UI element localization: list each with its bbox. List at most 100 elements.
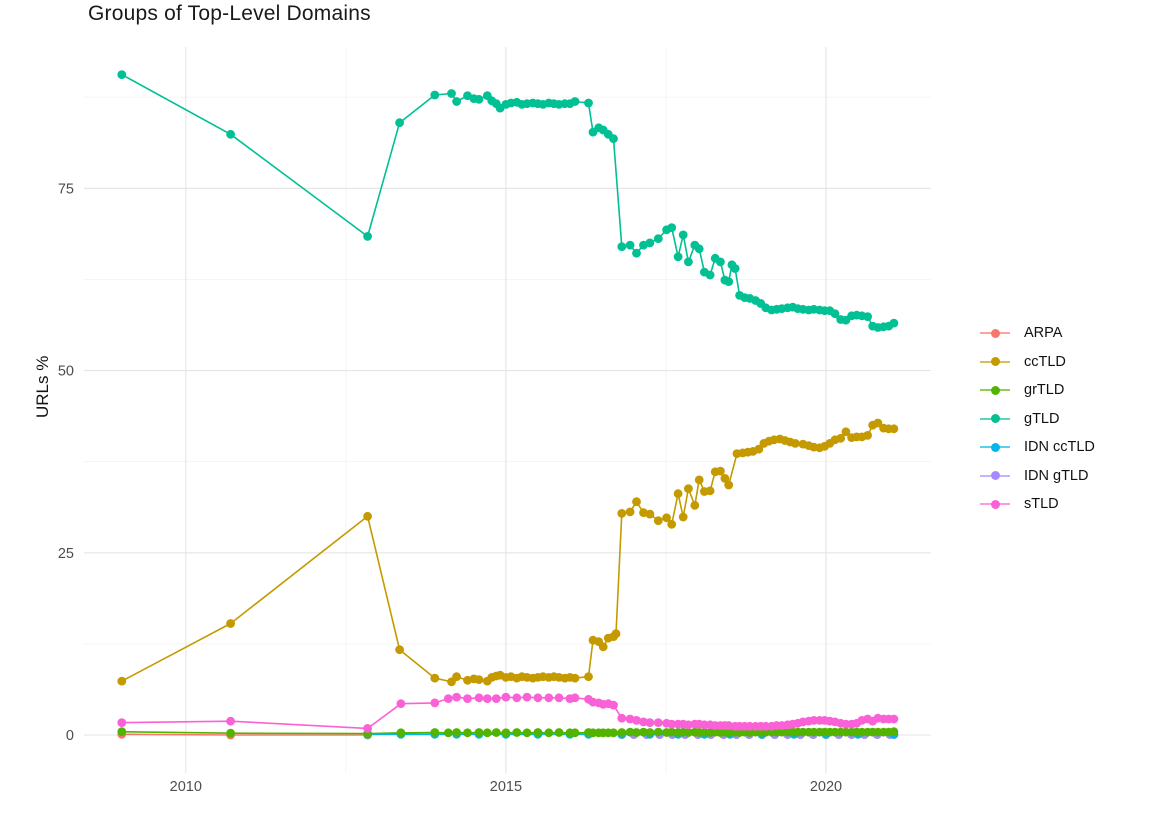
data-point-grtld: [544, 728, 554, 738]
data-point-cctld: [662, 513, 671, 523]
data-point-cctld: [678, 512, 688, 522]
legend-label: grTLD: [1024, 382, 1065, 399]
data-point-gtld: [430, 90, 440, 100]
legend-label: ccTLD: [1024, 353, 1066, 370]
data-point-gtld: [447, 89, 456, 98]
series-line-arpa: [121, 733, 368, 736]
data-point-cctld: [645, 509, 655, 519]
legend-key-icon: [980, 414, 1010, 424]
data-point-cctld: [452, 672, 461, 682]
data-point-gtld: [667, 223, 677, 233]
legend-item-idn-gtld: IDN gTLD: [980, 462, 1095, 491]
data-point-stld: [482, 694, 492, 703]
legend-key-icon: [980, 499, 1010, 509]
data-point-gtld: [705, 270, 715, 280]
data-point-gtld: [694, 244, 704, 254]
legend-label: gTLD: [1024, 410, 1060, 427]
series-gtld: [117, 70, 899, 332]
y-tick-label: 25: [58, 546, 74, 562]
data-point-cctld: [570, 673, 580, 683]
data-point-cctld: [653, 516, 663, 526]
series-line-gtld: [121, 73, 895, 329]
data-point-cctld: [873, 418, 883, 428]
data-point-grtld: [625, 727, 635, 737]
data-point-gtld: [830, 309, 840, 319]
legend-key-icon: [980, 328, 1010, 338]
data-point-stld: [667, 719, 677, 729]
legend-key-icon: [980, 385, 1010, 395]
data-point-grtld: [639, 727, 648, 737]
data-point-grtld: [452, 728, 461, 737]
legend-item-grtld: grTLD: [980, 376, 1095, 405]
data-point-stld: [609, 700, 618, 710]
legend: ARPA ccTLD grTLD gTLD IDN ccTLD IDN gTLD sTLD: [980, 319, 1095, 519]
data-point-gtld: [570, 97, 580, 106]
data-point-grtld: [645, 728, 655, 737]
data-point-stld: [474, 693, 484, 703]
legend-item-stld: sTLD: [980, 490, 1095, 519]
legend-key-dot: [990, 442, 1000, 452]
data-point-grtld: [667, 727, 677, 737]
data-point-stld: [396, 699, 406, 709]
series-arpa: [117, 729, 372, 740]
y-axis-title: URLs %: [33, 355, 53, 418]
data-point-grtld: [617, 728, 627, 737]
data-point-stld: [554, 693, 564, 703]
data-point-gtld: [645, 238, 655, 248]
data-point-gtld: [226, 129, 236, 139]
data-point-gtld: [684, 257, 693, 267]
legend-item-gtld: gTLD: [980, 405, 1095, 434]
y-tick-label: 50: [58, 364, 74, 380]
y-tick-label: 0: [66, 728, 74, 744]
data-point-cctld: [684, 484, 693, 493]
legend-label: IDN gTLD: [1024, 467, 1089, 484]
data-point-grtld: [491, 728, 501, 737]
data-point-grtld: [443, 728, 453, 738]
data-point-gtld: [632, 248, 641, 258]
data-point-cctld: [863, 431, 872, 440]
data-point-stld: [724, 721, 734, 730]
data-point-gtld: [474, 94, 484, 104]
data-point-grtld: [533, 728, 543, 737]
data-point-gtld: [395, 118, 404, 128]
legend-key-dot: [990, 499, 1000, 509]
legend-key-dot: [990, 471, 1000, 481]
data-point-gtld: [863, 312, 872, 321]
legend-item-arpa: ARPA: [980, 319, 1095, 348]
data-point-grtld: [501, 728, 511, 738]
data-point-stld: [653, 718, 663, 727]
legend-label: IDN ccTLD: [1024, 439, 1095, 456]
y-tick-label: 75: [58, 181, 74, 197]
data-point-stld: [463, 694, 472, 703]
data-point-grtld: [684, 728, 693, 737]
data-point-stld: [443, 694, 453, 703]
data-point-stld: [617, 713, 627, 723]
data-point-cctld: [117, 676, 127, 686]
legend-key-icon: [980, 357, 1010, 367]
data-point-stld: [684, 720, 693, 730]
data-point-cctld: [363, 511, 372, 521]
data-point-cctld: [226, 619, 236, 628]
data-point-grtld: [609, 728, 618, 738]
data-point-cctld: [889, 424, 899, 434]
x-tick-label: 2015: [490, 779, 522, 795]
data-point-grtld: [522, 728, 532, 738]
chart-title: Groups of Top-Level Domains: [88, 2, 371, 25]
data-point-stld: [639, 717, 648, 727]
legend-label: ARPA: [1024, 325, 1063, 342]
data-point-gtld: [730, 264, 740, 273]
series-stld: [117, 692, 899, 733]
data-point-stld: [430, 698, 440, 708]
data-point-stld: [632, 716, 641, 725]
gridlines: [84, 47, 931, 773]
data-point-grtld: [226, 728, 236, 738]
data-point-gtld: [724, 277, 734, 286]
data-point-cctld: [395, 645, 404, 655]
legend-key-dot: [990, 357, 1000, 367]
data-point-gtld: [117, 70, 127, 79]
data-point-gtld: [452, 97, 461, 106]
data-point-gtld: [716, 257, 725, 267]
series-cctld: [117, 418, 899, 687]
data-point-stld: [645, 718, 655, 727]
